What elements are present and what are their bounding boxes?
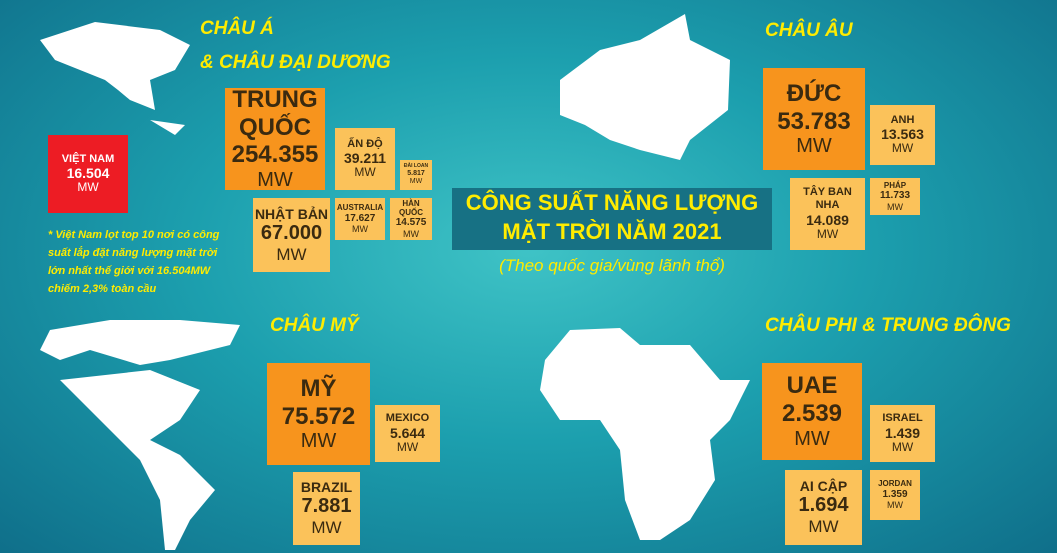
country-name: VIỆT NAM bbox=[61, 152, 115, 165]
country-name: AI CẬP bbox=[799, 478, 848, 495]
country-box: VIỆT NAM 16.504 MW bbox=[48, 135, 128, 213]
country-box: AI CẬP 1.694 MW bbox=[785, 470, 862, 545]
capacity-value: 2.539 bbox=[781, 400, 843, 427]
country-name: HÀN QUỐC bbox=[399, 198, 423, 218]
capacity-unit: MW bbox=[887, 500, 903, 511]
capacity-unit: MW bbox=[816, 226, 839, 241]
capacity-unit: MW bbox=[300, 430, 337, 453]
country-name: UAE bbox=[786, 372, 838, 400]
capacity-unit: MW bbox=[808, 517, 839, 537]
country-name: ẤN ĐỘ bbox=[347, 137, 383, 150]
capacity-value: 11.733 bbox=[879, 190, 911, 202]
region-heading: CHÂU PHI & TRUNG ĐÔNG bbox=[765, 315, 1011, 336]
country-box: ĐÀI LOAN 5.817 MW bbox=[400, 160, 432, 190]
country-name: MEXICO bbox=[385, 412, 430, 425]
country-name: BRAZIL bbox=[300, 479, 353, 496]
region-heading: & CHÂU ĐẠI DƯƠNG bbox=[200, 52, 391, 73]
country-box: JORDAN 1.359 MW bbox=[870, 470, 920, 520]
country-name: ĐÀI LOAN bbox=[403, 163, 429, 170]
country-name: ANH bbox=[890, 113, 915, 126]
capacity-unit: MW bbox=[77, 180, 99, 195]
country-name: JORDAN bbox=[878, 479, 912, 489]
capacity-unit: MW bbox=[354, 165, 376, 180]
capacity-value: 5.817 bbox=[407, 169, 425, 177]
country-name: TRUNG QUỐC bbox=[232, 86, 318, 141]
capacity-value: 39.211 bbox=[343, 150, 387, 167]
capacity-unit: MW bbox=[352, 224, 368, 235]
country-box: AUSTRALIA 17.627 MW bbox=[335, 198, 385, 240]
capacity-value: 75.572 bbox=[281, 402, 356, 430]
map-shapes bbox=[40, 14, 750, 550]
capacity-unit: MW bbox=[276, 244, 307, 264]
capacity-unit: MW bbox=[891, 439, 914, 454]
capacity-value: 1.694 bbox=[798, 494, 849, 517]
country-box: PHÁP 11.733 MW bbox=[870, 178, 920, 215]
title-box: CÔNG SUẤT NĂNG LƯỢNG MẶT TRỜI NĂM 2021 bbox=[452, 188, 772, 250]
country-box: BRAZIL 7.881 MW bbox=[293, 472, 360, 545]
country-box: TRUNG QUỐC 254.355 MW bbox=[225, 86, 325, 191]
capacity-unit: MW bbox=[887, 201, 903, 212]
region-heading: CHÂU ÂU bbox=[765, 20, 853, 41]
capacity-value: 16.504 bbox=[66, 165, 110, 182]
region-heading: CHÂU MỸ bbox=[270, 315, 359, 336]
country-box: UAE 2.539 MW bbox=[762, 363, 862, 460]
subtitle: (Theo quốc gia/vùng lãnh thổ) bbox=[499, 256, 725, 275]
country-box: HÀN QUỐC 14.575 MW bbox=[390, 198, 432, 240]
capacity-unit: MW bbox=[257, 168, 293, 191]
capacity-value: 1.359 bbox=[882, 488, 908, 500]
country-box: NHẬT BẢN 67.000 MW bbox=[253, 198, 330, 272]
capacity-value: 53.783 bbox=[777, 107, 851, 135]
country-name: MỸ bbox=[300, 374, 337, 402]
capacity-unit: MW bbox=[796, 135, 832, 158]
capacity-unit: MW bbox=[396, 439, 419, 454]
country-box: TÂY BAN NHA 14.089 MW bbox=[790, 178, 865, 250]
capacity-value: 17.627 bbox=[344, 212, 376, 224]
region-heading: CHÂU Á bbox=[200, 18, 274, 39]
capacity-value: 7.881 bbox=[301, 495, 352, 518]
country-name: NHẬT BẢN bbox=[254, 205, 329, 222]
country-name: ISRAEL bbox=[882, 412, 923, 425]
note: * Việt Nam lọt top 10 nơi có công suất l… bbox=[48, 229, 220, 295]
title: CÔNG SUẤT NĂNG LƯỢNG bbox=[465, 190, 759, 215]
capacity-value: 14.575 bbox=[395, 217, 427, 229]
country-box: MEXICO 5.644 MW bbox=[375, 405, 440, 462]
capacity-unit: MW bbox=[311, 518, 342, 538]
country-box: ISRAEL 1.439 MW bbox=[870, 405, 935, 462]
capacity-unit: MW bbox=[794, 427, 830, 450]
country-name: PHÁP bbox=[883, 180, 907, 190]
country-box: ANH 13.563 MW bbox=[870, 105, 935, 165]
country-name: AUSTRALIA bbox=[336, 203, 384, 213]
capacity-value: 254.355 bbox=[231, 141, 319, 169]
capacity-value: 14.089 bbox=[806, 211, 849, 228]
capacity-value: 13.563 bbox=[881, 126, 924, 143]
country-box: ẤN ĐỘ 39.211 MW bbox=[335, 128, 395, 190]
country-box: MỸ 75.572 MW bbox=[267, 363, 370, 465]
country-box: ĐỨC 53.783 MW bbox=[763, 68, 865, 170]
capacity-value: 5.644 bbox=[389, 424, 426, 441]
capacity-unit: MW bbox=[403, 228, 419, 239]
title: MẶT TRỜI NĂM 2021 bbox=[502, 219, 722, 244]
capacity-unit: MW bbox=[409, 177, 423, 185]
capacity-value: 67.000 bbox=[260, 221, 323, 244]
capacity-value: 1.439 bbox=[884, 424, 921, 441]
country-name: TÂY BAN NHA bbox=[803, 186, 852, 212]
capacity-unit: MW bbox=[891, 141, 914, 156]
country-name: ĐỨC bbox=[786, 79, 842, 107]
